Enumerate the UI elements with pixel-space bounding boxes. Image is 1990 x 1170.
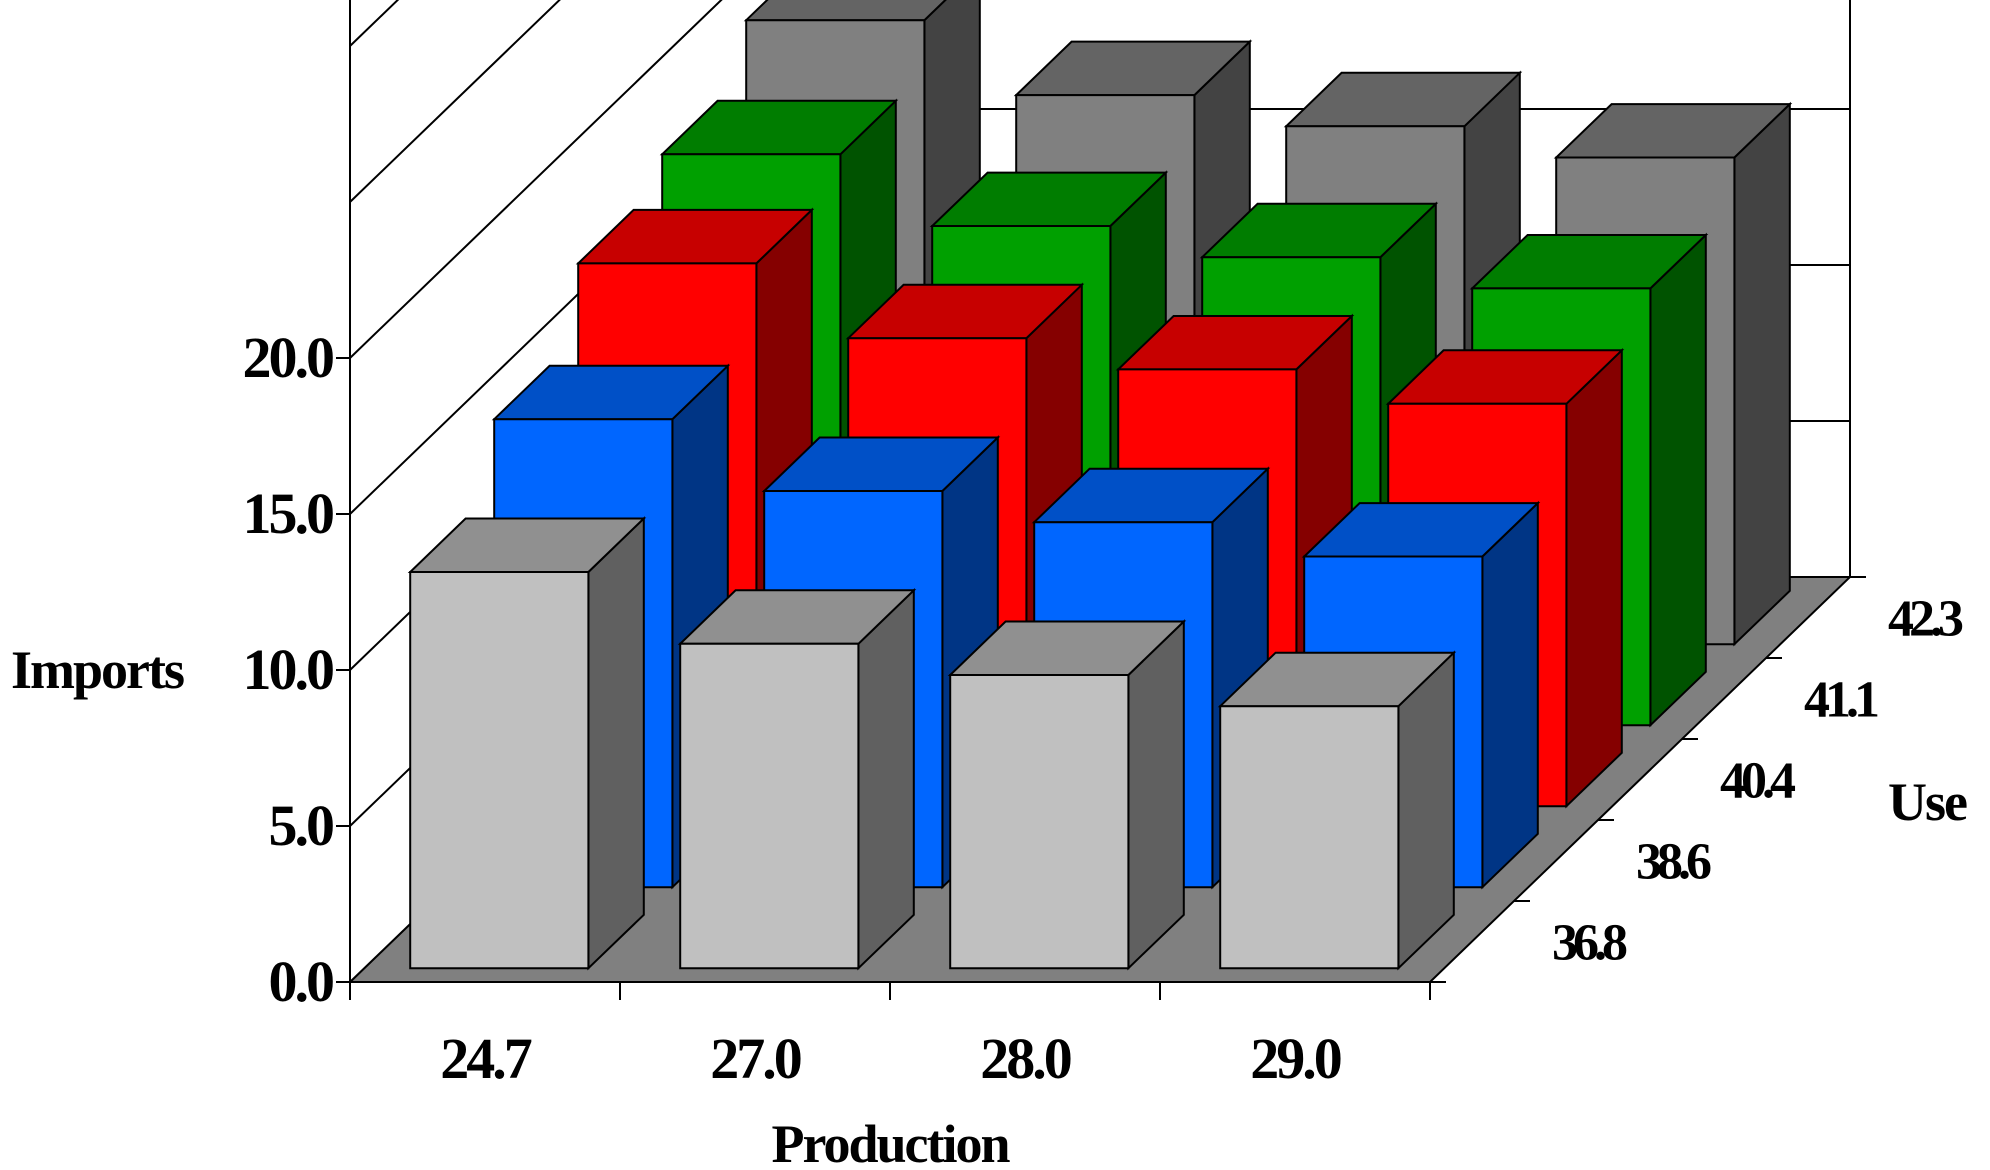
- bar-side: [1397, 650, 1455, 971]
- y-tick-label: 20.0: [243, 325, 334, 390]
- bar-front: [409, 571, 590, 970]
- bar-front: [949, 674, 1130, 970]
- bar-front: [679, 642, 860, 970]
- z-tick-label: 41.1: [1804, 672, 1878, 729]
- y-tick-label: 15.0: [243, 481, 334, 546]
- x-tick-label: 24.7: [440, 1026, 532, 1091]
- bar-side: [1649, 232, 1707, 728]
- bar-side: [1127, 619, 1185, 971]
- z-tick-label: 38.6: [1636, 834, 1711, 891]
- bar-front: [1219, 705, 1400, 970]
- bar: [407, 516, 647, 971]
- y-tick-label: 5.0: [269, 793, 334, 858]
- z-tick-label: 42.3: [1888, 591, 1963, 648]
- chart-bars: [407, 0, 1793, 971]
- gridline: [349, 0, 561, 203]
- bar: [677, 587, 917, 971]
- gridline: [349, 0, 723, 359]
- chart-labels: 0.0 5.0 10.0 15.0 20.0 24.7 27.0 28.0 29.0 36.838…: [243, 325, 1969, 1091]
- z-axis-title: Use: [1888, 772, 1967, 832]
- bar-side: [1733, 101, 1791, 647]
- y-tick-label: 0.0: [269, 949, 334, 1014]
- z-tick-label: 40.4: [1720, 753, 1796, 810]
- bar: [947, 619, 1187, 971]
- x-tick-label: 27.0: [710, 1026, 801, 1091]
- bar-side: [587, 516, 645, 971]
- y-tick-label: 10.0: [243, 637, 334, 702]
- bar: [1217, 650, 1457, 971]
- y-axis-title: Imports: [11, 640, 184, 700]
- bar-side: [1565, 347, 1623, 809]
- x-tick-label: 29.0: [1250, 1026, 1341, 1091]
- z-tick-label: 36.8: [1552, 915, 1627, 972]
- x-tick-label: 28.0: [980, 1026, 1071, 1091]
- bar-side: [857, 587, 915, 971]
- bar-side: [1481, 500, 1539, 890]
- x-axis-title: Production: [771, 1114, 1010, 1170]
- chart-ticks: [336, 357, 1866, 1000]
